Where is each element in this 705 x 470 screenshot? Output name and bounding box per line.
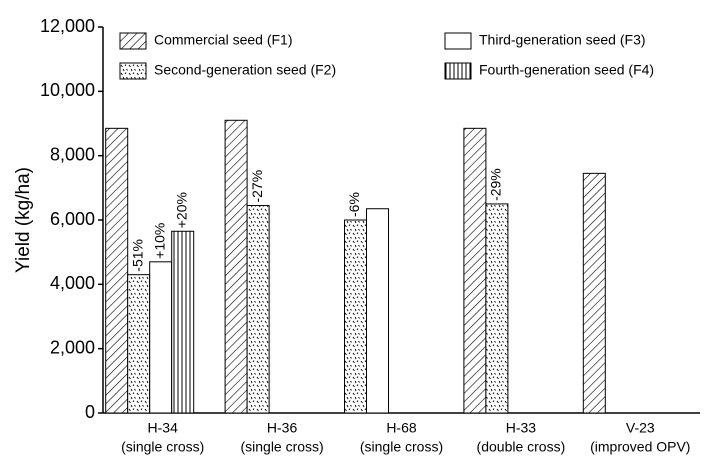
bar xyxy=(171,230,195,414)
bar-annotation: +20% xyxy=(173,192,189,228)
x-tick-label: H-36 xyxy=(267,420,298,436)
bar xyxy=(224,119,248,414)
bar xyxy=(344,219,367,414)
bar xyxy=(582,172,606,414)
bar xyxy=(463,127,487,414)
bar xyxy=(127,274,151,414)
x-tick-label: H-68 xyxy=(386,420,417,436)
x-tick-label: (single cross) xyxy=(360,439,443,455)
bar xyxy=(105,127,129,414)
x-tick-label: (improved OPV) xyxy=(590,439,690,455)
legend-swatch xyxy=(119,62,147,80)
x-tick-label: (double cross) xyxy=(477,439,566,455)
y-tick-label: 2,000 xyxy=(50,337,95,357)
legend-swatch xyxy=(444,32,472,50)
legend-label: Second-generation seed (F2) xyxy=(154,62,336,78)
bar-annotation: -6% xyxy=(346,192,362,217)
y-tick-label: 10,000 xyxy=(40,80,95,100)
x-tick-label: H-34 xyxy=(148,420,179,436)
y-tick-label: 0 xyxy=(85,402,95,422)
y-tick-label: 12,000 xyxy=(40,16,95,36)
bar-annotation: +10% xyxy=(151,223,167,259)
x-tick-label: V-23 xyxy=(626,420,655,436)
legend-swatch xyxy=(444,62,472,80)
bar xyxy=(485,203,509,414)
y-tick-label: 4,000 xyxy=(50,273,95,293)
y-axis-label: Yield (kg/ha) xyxy=(13,167,34,273)
x-tick-label: H-33 xyxy=(506,420,537,436)
bar-annotation: -27% xyxy=(249,170,265,203)
x-tick-label: (single cross) xyxy=(240,439,323,455)
bar xyxy=(149,261,173,414)
legend-label: Commercial seed (F1) xyxy=(154,32,292,48)
y-tick-label: 8,000 xyxy=(50,144,95,164)
y-tick-label: 6,000 xyxy=(50,209,95,229)
bar xyxy=(366,208,389,414)
bar-annotation: -51% xyxy=(129,239,145,272)
bar xyxy=(246,205,270,414)
x-tick-label: (single cross) xyxy=(121,439,204,455)
legend-label: Fourth-generation seed (F4) xyxy=(479,62,654,78)
legend-label: Third-generation seed (F3) xyxy=(479,32,646,48)
legend-swatch xyxy=(119,32,147,50)
bar-annotation: -29% xyxy=(488,168,504,201)
